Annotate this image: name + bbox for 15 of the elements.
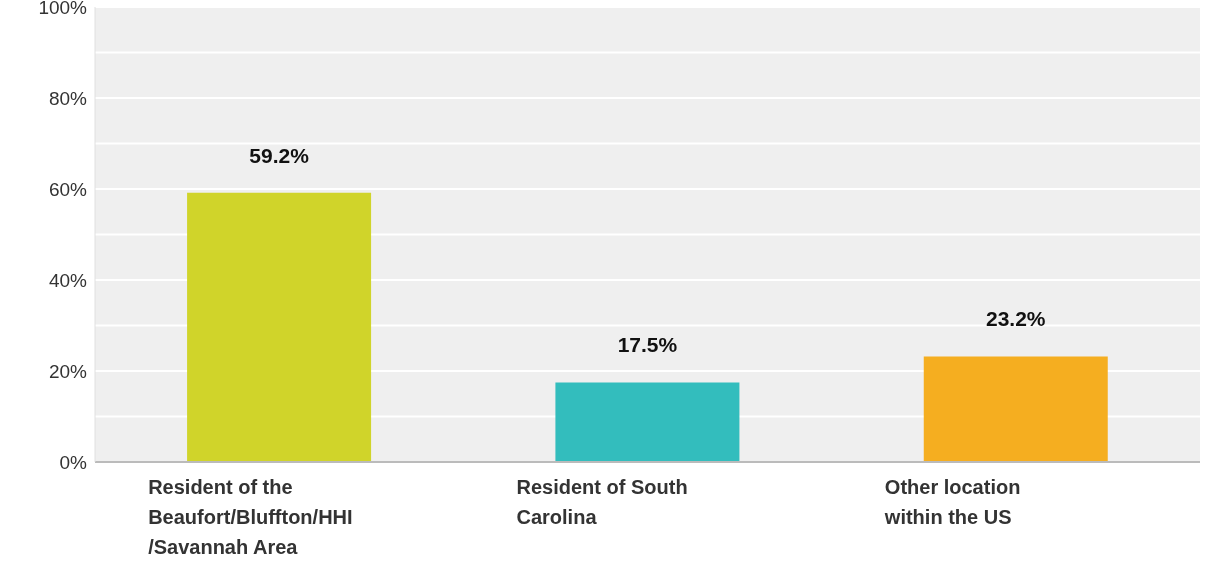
x-tick-label: Resident of South Carolina <box>516 476 688 528</box>
bar <box>923 356 1108 462</box>
bar <box>187 192 372 462</box>
bar <box>555 382 740 462</box>
data-label: 17.5% <box>617 333 678 357</box>
y-tick-label: 20% <box>48 360 88 382</box>
x-tick-label: Other location within the US <box>883 476 1021 528</box>
y-tick-label: 100% <box>38 0 88 18</box>
y-tick-label: 0% <box>59 451 88 473</box>
y-tick-label: 80% <box>48 87 88 109</box>
y-tick-label: 60% <box>48 178 88 200</box>
y-tick-label: 40% <box>48 269 88 291</box>
data-label: 23.2% <box>985 307 1046 331</box>
data-label: 59.2% <box>249 143 310 167</box>
x-tick-label: Resident of the Beaufort/Bluffton/HHI /Savannah Area <box>148 476 353 558</box>
